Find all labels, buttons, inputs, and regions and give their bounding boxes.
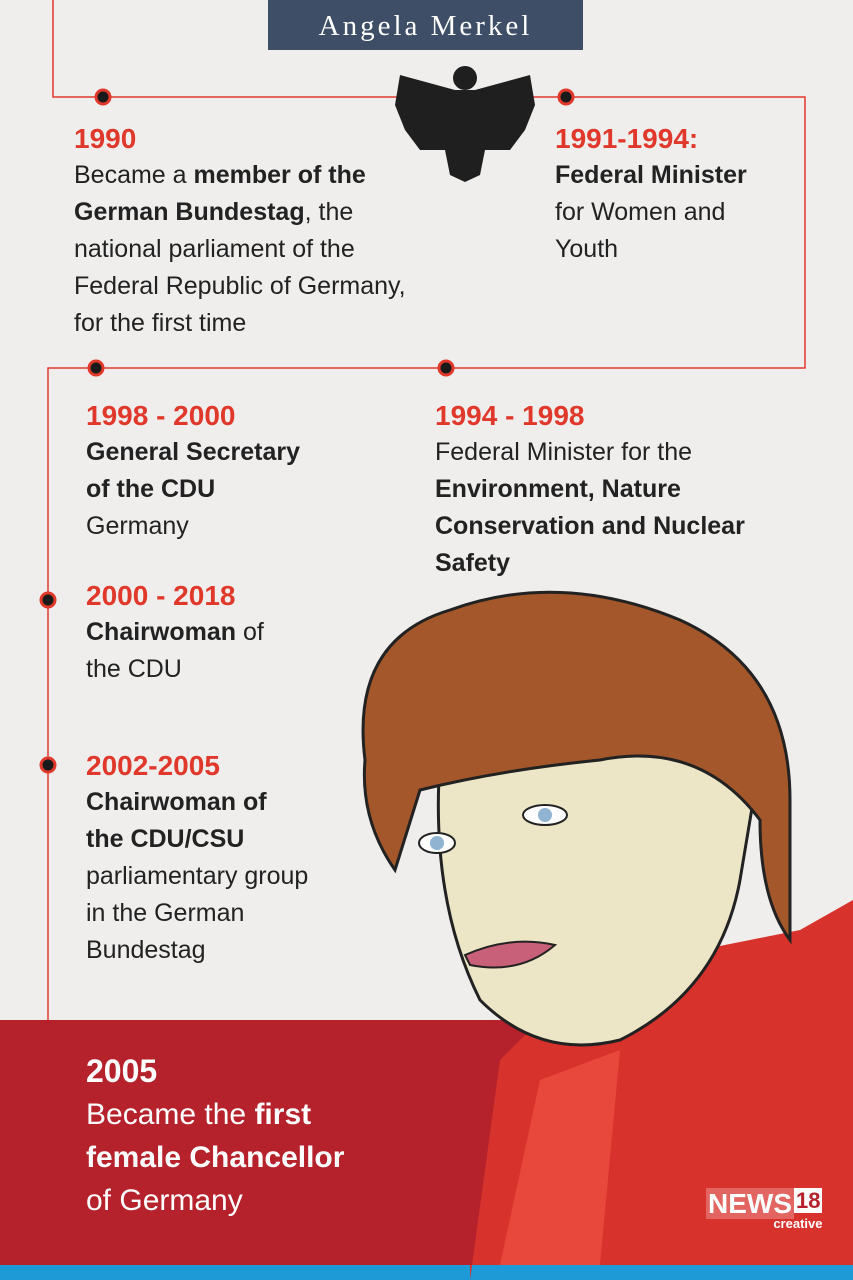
- event-text: national parliament of the: [74, 235, 355, 263]
- event-line: Became the first: [86, 1093, 344, 1136]
- event-text: for Women and: [555, 198, 726, 226]
- event: 1994 - 1998 Federal Minister for the Envir…: [435, 397, 745, 582]
- logo-name: NEWS: [706, 1188, 794, 1219]
- event-date: 2000 - 2018: [86, 580, 236, 611]
- event-text: Germany: [86, 512, 189, 540]
- event-text: female Chancellor: [86, 1141, 345, 1174]
- event-text: of: [236, 618, 264, 646]
- event-line: Federal Minister for the: [435, 434, 745, 471]
- event-text: Chairwoman: [86, 618, 237, 646]
- event-text: Became the: [86, 1098, 255, 1131]
- event-line: Conservation and Nuclear: [435, 508, 745, 545]
- event-date: 1994 - 1998: [435, 400, 585, 431]
- event-text: of the CDU: [86, 475, 216, 503]
- event-line: Bundestag: [86, 932, 308, 969]
- portrait: [361, 590, 853, 1280]
- event: 1990 Became a member of the German Bundest…: [74, 120, 406, 342]
- event-line: Safety: [435, 545, 745, 582]
- event-line: German Bundestag, the: [74, 194, 406, 231]
- event-line: the CDU/CSU: [86, 821, 308, 858]
- event-date: 1991-1994:: [555, 123, 699, 154]
- event-line: Chairwoman of: [86, 614, 264, 651]
- event-text: Safety: [435, 549, 511, 577]
- event: 2000 - 2018 Chairwoman of the CDU: [86, 577, 264, 688]
- event-line: Chairwoman of: [86, 784, 308, 821]
- event-text: of Germany: [86, 1184, 243, 1217]
- event-text: Chairwoman of: [86, 788, 267, 816]
- event-line: Federal Minister: [555, 157, 747, 194]
- event-line: Became a member of the: [74, 157, 406, 194]
- event-text: Federal Minister for the: [435, 438, 693, 466]
- event-date: 1998 - 2000: [86, 400, 236, 431]
- event-line: female Chancellor: [86, 1136, 344, 1179]
- event-line: of the CDU: [86, 471, 300, 508]
- timeline-dots: [39, 88, 575, 774]
- bottom-strip: [0, 1265, 853, 1280]
- event-text: Conservation and Nuclear: [435, 512, 745, 540]
- logo-sub: creative: [773, 1216, 823, 1231]
- event-text: General Secretary: [86, 438, 301, 466]
- event-text: Youth: [555, 235, 619, 263]
- event: 1998 - 2000 General Secretary of the CDU Ge…: [86, 397, 300, 545]
- event-text: parliamentary group: [86, 862, 309, 890]
- event-text: , the: [304, 198, 354, 226]
- event: 1991-1994: Federal Minister for Women and Y…: [555, 120, 747, 268]
- title: Angela Merkel: [268, 0, 583, 50]
- event-text: Became a: [74, 161, 194, 189]
- event-text: member of the: [193, 161, 366, 189]
- event-line: national parliament of the: [74, 231, 406, 268]
- event-line: General Secretary: [86, 434, 300, 471]
- event-line: for the first time: [74, 305, 406, 342]
- event-date: 2002-2005: [86, 750, 220, 781]
- event-line: for Women and: [555, 194, 747, 231]
- event-text: first: [254, 1098, 312, 1131]
- event: 2002-2005 Chairwoman of the CDU/CSU parliam…: [86, 747, 308, 969]
- event-line: in the German: [86, 895, 308, 932]
- event-line: Germany: [86, 508, 300, 545]
- event-text: German Bundestag: [74, 198, 305, 226]
- event-date: 2005: [86, 1053, 158, 1089]
- event-date: 1990: [74, 123, 137, 154]
- event-text: Federal Republic of Germany,: [74, 272, 406, 300]
- event-text: in the German: [86, 899, 245, 927]
- event-text: the CDU/CSU: [86, 825, 245, 853]
- event-text: Federal Minister: [555, 161, 747, 189]
- event-line: Environment, Nature: [435, 471, 745, 508]
- event-text: Bundestag: [86, 936, 206, 964]
- event-line: Youth: [555, 231, 747, 268]
- event-text: Environment, Nature: [435, 475, 681, 503]
- event-text: the CDU: [86, 655, 182, 683]
- event: 2005 Became the first female Chancellor of …: [86, 1050, 344, 1222]
- timeline: [47, 0, 806, 1020]
- event-line: the CDU: [86, 651, 264, 688]
- logo-number: 18: [794, 1188, 823, 1213]
- eagle: [395, 66, 535, 182]
- event-text: for the first time: [74, 309, 247, 337]
- event-line: parliamentary group: [86, 858, 308, 895]
- event-line: of Germany: [86, 1179, 344, 1222]
- logo: NEWS 18 creative: [706, 1188, 823, 1231]
- event-line: Federal Republic of Germany,: [74, 268, 406, 305]
